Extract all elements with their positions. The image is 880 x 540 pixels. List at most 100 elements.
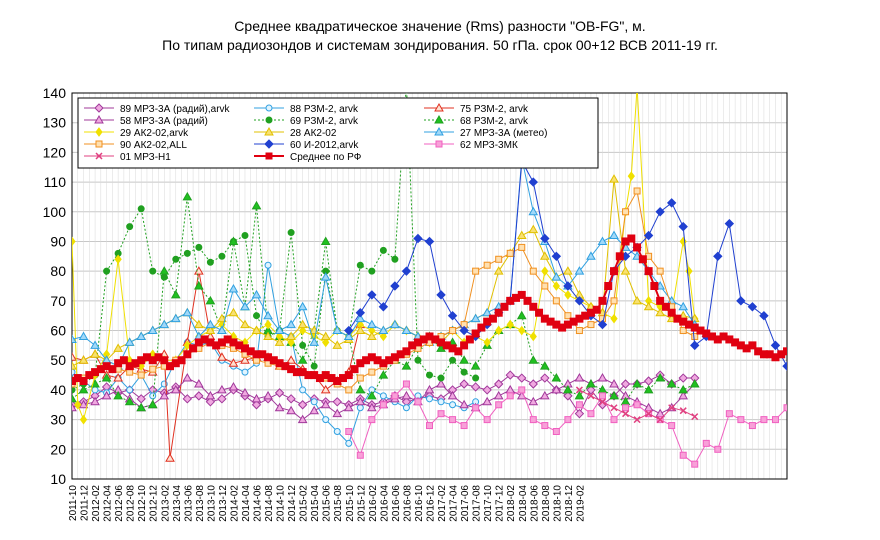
data-point bbox=[402, 380, 410, 388]
data-point bbox=[535, 308, 544, 317]
data-point bbox=[598, 392, 606, 400]
data-point bbox=[494, 308, 503, 317]
series-group bbox=[72, 93, 787, 468]
data-point-stroke bbox=[679, 407, 687, 415]
data-point bbox=[137, 371, 145, 379]
data-point bbox=[286, 394, 296, 404]
data-point bbox=[661, 302, 670, 311]
data-point bbox=[482, 307, 493, 317]
data-point bbox=[426, 422, 433, 430]
data-point bbox=[460, 368, 468, 376]
data-point bbox=[493, 379, 504, 389]
data-point bbox=[434, 102, 444, 112]
data-point bbox=[264, 319, 272, 330]
data-point bbox=[401, 266, 412, 276]
data-point bbox=[541, 422, 549, 430]
data-point bbox=[90, 340, 100, 349]
y-tick-label: 50 bbox=[50, 352, 66, 368]
data-point bbox=[633, 401, 641, 409]
data-point bbox=[113, 390, 123, 400]
data-point bbox=[103, 267, 111, 275]
data-point bbox=[367, 290, 377, 300]
data-point bbox=[101, 373, 112, 382]
data-point bbox=[470, 382, 481, 392]
legend-item: 62 МРЗ-3МК bbox=[424, 140, 518, 151]
data-point bbox=[297, 414, 308, 424]
data-point bbox=[265, 104, 273, 112]
data-point bbox=[264, 261, 272, 269]
data-point bbox=[678, 373, 688, 383]
data-point bbox=[297, 355, 308, 364]
data-point bbox=[264, 139, 274, 149]
data-point bbox=[470, 313, 481, 323]
x-tick-label: 2014-10 bbox=[276, 485, 287, 522]
data-point bbox=[320, 399, 331, 409]
data-point bbox=[159, 266, 170, 275]
data-point bbox=[679, 407, 687, 415]
legend-label: 90 АК2-02,ALL bbox=[120, 140, 187, 151]
data-point bbox=[459, 355, 469, 364]
data-point-stroke bbox=[598, 398, 607, 406]
data-point bbox=[251, 393, 262, 403]
data-point bbox=[274, 402, 285, 412]
data-point bbox=[274, 337, 285, 346]
data-point bbox=[189, 344, 198, 353]
x-tick-label: 2015-06 bbox=[322, 485, 333, 522]
x-tick-label: 2015-02 bbox=[299, 485, 310, 522]
data-point bbox=[264, 126, 274, 136]
data-point bbox=[149, 392, 157, 400]
data-point bbox=[182, 373, 193, 382]
legend-item: 29 АК2-02,arvk bbox=[84, 127, 189, 139]
data-point bbox=[79, 414, 88, 425]
data-point bbox=[193, 378, 204, 388]
legend-label: 27 МРЗ-3А (метео) bbox=[460, 128, 547, 139]
data-point bbox=[265, 116, 273, 124]
data-point bbox=[678, 301, 689, 311]
data-point bbox=[472, 267, 480, 275]
data-point bbox=[517, 290, 526, 299]
legend-item: Среднее по РФ bbox=[254, 152, 362, 163]
data-point bbox=[159, 390, 170, 400]
data-point bbox=[414, 356, 422, 364]
axes: 10 20 30 40 50 60 70 80 90 100 110 120 130 140 2011-10… bbox=[43, 85, 788, 522]
data-point bbox=[217, 313, 227, 323]
data-point bbox=[263, 331, 273, 340]
data-point bbox=[528, 206, 539, 216]
x-tick-label: 2017-10 bbox=[483, 485, 494, 522]
data-point bbox=[575, 401, 583, 409]
data-point bbox=[449, 327, 457, 335]
data-point bbox=[610, 297, 618, 305]
y-tick-label: 60 bbox=[50, 323, 66, 339]
data-point bbox=[251, 289, 262, 299]
legend-item: 28 АК2-02 bbox=[254, 126, 337, 139]
data-point bbox=[78, 399, 89, 409]
data-point bbox=[598, 296, 607, 305]
data-point bbox=[668, 422, 676, 430]
x-tick-label: 2012-04 bbox=[103, 485, 114, 522]
data-point bbox=[586, 385, 596, 395]
data-point bbox=[638, 255, 647, 264]
data-point bbox=[551, 272, 562, 281]
data-point bbox=[472, 404, 480, 412]
data-point bbox=[356, 261, 364, 269]
data-point bbox=[124, 396, 135, 406]
data-point bbox=[297, 319, 308, 329]
data-point bbox=[551, 384, 562, 394]
data-point bbox=[182, 307, 193, 317]
data-point bbox=[240, 355, 250, 364]
data-point bbox=[401, 325, 412, 335]
data-point bbox=[182, 191, 193, 201]
data-point bbox=[782, 361, 787, 371]
data-point bbox=[436, 378, 446, 388]
data-point bbox=[620, 379, 631, 389]
x-tick-label: 2017-02 bbox=[437, 485, 448, 522]
data-point bbox=[137, 205, 145, 213]
data-point bbox=[72, 236, 76, 247]
data-point bbox=[437, 398, 445, 406]
data-point bbox=[355, 384, 366, 394]
legend-item: 68 РЗМ-2, arvk bbox=[424, 114, 529, 127]
data-point bbox=[332, 340, 343, 349]
legend-item: 01 МРЗ-Н1 bbox=[84, 152, 171, 163]
data-point-stroke bbox=[610, 404, 618, 412]
data-point bbox=[366, 402, 377, 412]
